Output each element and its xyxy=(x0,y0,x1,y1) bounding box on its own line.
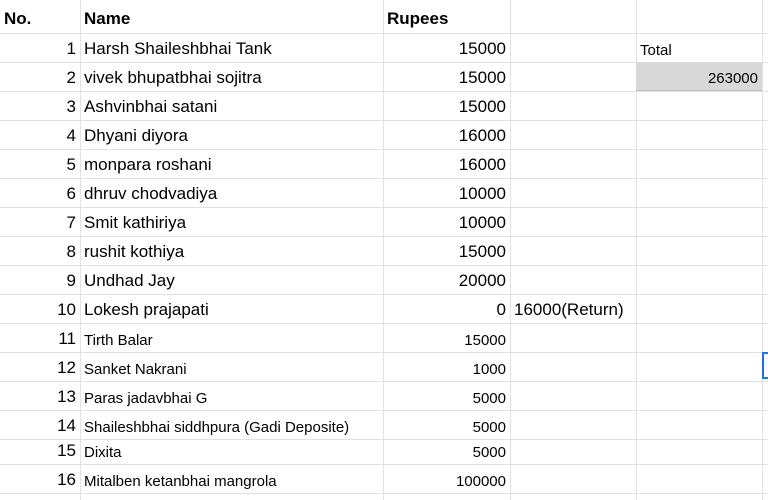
header-rupees[interactable]: Rupees xyxy=(387,9,449,28)
cell-name[interactable]: Dhyani diyora xyxy=(84,126,188,145)
cell-rupees[interactable]: 20000 xyxy=(458,271,506,290)
cell-name[interactable]: vivek bhupatbhai sojitra xyxy=(84,68,262,87)
cell-no[interactable]: 16 xyxy=(57,470,76,489)
cell-name[interactable]: Lokesh prajapati xyxy=(84,300,209,319)
cell-rupees[interactable]: 15000 xyxy=(458,68,506,87)
cell-rupees[interactable]: 16000 xyxy=(458,155,506,174)
total-label[interactable]: Total xyxy=(640,42,672,59)
cell-name[interactable]: Undhad Jay xyxy=(84,271,175,290)
cell-no[interactable]: 5 xyxy=(66,155,76,174)
cell-rupees[interactable]: 0 xyxy=(496,300,506,319)
cell-name[interactable]: Paras jadavbhai G xyxy=(84,390,208,407)
selected-cell-indicator xyxy=(762,352,768,379)
cell-rupees[interactable]: 16000 xyxy=(458,126,506,145)
cell-rupees[interactable]: 10000 xyxy=(458,213,506,232)
cell-rupees[interactable]: 15000 xyxy=(464,332,506,349)
cell-rupees[interactable]: 15000 xyxy=(458,242,506,261)
cell-name[interactable]: Mitalben ketanbhai mangrola xyxy=(84,473,277,490)
header-name[interactable]: Name xyxy=(84,9,131,28)
cell-rupees[interactable]: 100000 xyxy=(455,473,506,490)
cell-no[interactable]: 1 xyxy=(66,39,76,58)
cell-name[interactable]: monpara roshani xyxy=(84,155,212,174)
header-no[interactable]: No. xyxy=(4,9,32,28)
cell-name[interactable]: Shaileshbhai siddhpura (Gadi Deposite) xyxy=(84,419,350,436)
cell-no[interactable]: 7 xyxy=(66,213,76,232)
cell-rupees[interactable]: 1000 xyxy=(472,361,506,378)
total-value[interactable]: 263000 xyxy=(636,62,762,91)
cell-no[interactable]: 15 xyxy=(57,441,76,460)
cell-name[interactable]: rushit kothiya xyxy=(84,242,185,261)
cell-no[interactable]: 14 xyxy=(57,416,76,435)
cell-name[interactable]: Tirth Balar xyxy=(84,332,153,349)
cell-no[interactable]: 4 xyxy=(66,126,76,145)
cell-name[interactable]: Sanket Nakrani xyxy=(84,361,187,378)
cell-name[interactable]: Dixita xyxy=(84,444,122,461)
cell-rupees[interactable]: 5000 xyxy=(472,444,506,461)
cell-no[interactable]: 6 xyxy=(66,184,76,203)
cell-no[interactable]: 10 xyxy=(57,300,76,319)
cell-no[interactable]: 9 xyxy=(66,271,76,290)
cell-rupees[interactable]: 10000 xyxy=(458,184,506,203)
cell-no[interactable]: 13 xyxy=(57,387,76,406)
cell-rupees[interactable]: 15000 xyxy=(458,39,506,58)
cell-no[interactable]: 2 xyxy=(66,68,76,87)
cell-no[interactable]: 12 xyxy=(57,358,76,377)
cell-name[interactable]: Smit kathiriya xyxy=(84,213,187,232)
cell-rupees[interactable]: 5000 xyxy=(472,390,506,407)
cell-name[interactable]: Harsh Shaileshbhai Tank xyxy=(84,39,272,58)
cell-rupees[interactable]: 5000 xyxy=(472,419,506,436)
cell-note[interactable]: 16000(Return) xyxy=(514,300,624,319)
cell-rupees[interactable]: 15000 xyxy=(458,97,506,116)
cell-no[interactable]: 8 xyxy=(66,242,76,261)
cell-name[interactable]: Ashvinbhai satani xyxy=(84,97,218,116)
cell-no[interactable]: 11 xyxy=(58,329,76,348)
cell-no[interactable]: 3 xyxy=(66,97,76,116)
cell-name[interactable]: dhruv chodvadiya xyxy=(84,184,218,203)
